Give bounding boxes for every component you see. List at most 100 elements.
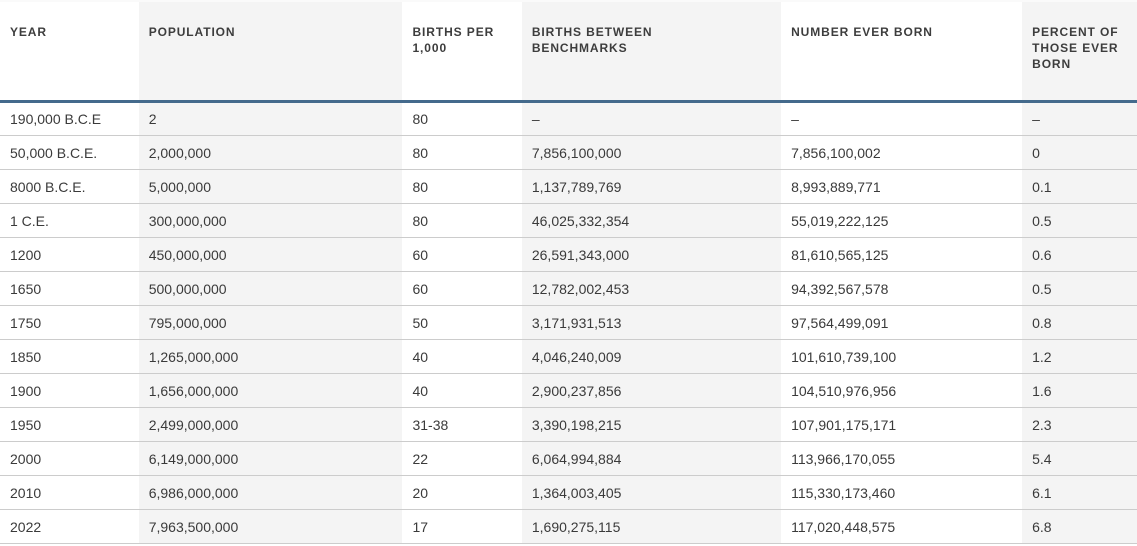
cell-population: 1,656,000,000: [138, 373, 403, 408]
cell-births-per-1000: 80: [402, 101, 522, 136]
column-header-label: BENCHMARKS: [531, 41, 628, 55]
cell-births-per-1000: 60: [402, 237, 522, 272]
cell-percent-of-those-ever-born: 5.4: [1022, 441, 1137, 476]
cell-births-per-1000: 31-38: [402, 407, 522, 442]
cell-percent-of-those-ever-born: 0.6: [1022, 237, 1137, 272]
cell-number-ever-born: 107,901,175,171: [781, 407, 1023, 442]
cell-births-between-benchmarks: –: [521, 101, 782, 136]
cell-percent-of-those-ever-born: 6.8: [1022, 509, 1137, 544]
table-row: 8000 B.C.E. 5,000,000 80 1,137,789,769 8,993…: [0, 169, 1137, 204]
cell-population: 7,963,500,000: [138, 509, 403, 544]
cell-year: 2000: [0, 441, 139, 476]
cell-births-between-benchmarks: 1,690,275,115: [521, 509, 782, 544]
cell-births-per-1000: 50: [402, 305, 522, 340]
header-row: YEAR POPULATION BIRTHS PER 1,000 BIRTHS BETW…: [0, 1, 1137, 103]
cell-number-ever-born: 7,856,100,002: [781, 135, 1023, 170]
cell-births-between-benchmarks: 46,025,332,354: [521, 203, 782, 238]
table-row: 1750 795,000,000 50 3,171,931,513 97,564,499…: [0, 305, 1137, 340]
cell-year: 1200: [0, 237, 139, 272]
cell-percent-of-those-ever-born: 1.2: [1022, 339, 1137, 374]
table-row: 1 C.E. 300,000,000 80 46,025,332,354 55,019,…: [0, 203, 1137, 238]
cell-year: 190,000 B.C.E: [0, 101, 139, 136]
column-header-year: YEAR: [0, 1, 139, 103]
cell-number-ever-born: –: [781, 101, 1023, 136]
table-row: 1850 1,265,000,000 40 4,046,240,009 101,610,…: [0, 339, 1137, 374]
table-row: 2010 6,986,000,000 20 1,364,003,405 115,330,…: [0, 475, 1137, 510]
cell-year: 1 C.E.: [0, 203, 139, 238]
column-header-label: POPULATION: [148, 25, 236, 39]
cell-population: 300,000,000: [138, 203, 403, 238]
column-header-label: BIRTHS BETWEEN: [531, 25, 653, 39]
cell-number-ever-born: 81,610,565,125: [781, 237, 1023, 272]
cell-births-per-1000: 80: [402, 169, 522, 204]
cell-number-ever-born: 117,020,448,575: [781, 509, 1023, 544]
cell-births-per-1000: 20: [402, 475, 522, 510]
cell-number-ever-born: 115,330,173,460: [781, 475, 1023, 510]
cell-percent-of-those-ever-born: 0.5: [1022, 271, 1137, 306]
cell-year: 1750: [0, 305, 139, 340]
column-header-label: BIRTHS PER: [412, 25, 495, 39]
table-row: 1650 500,000,000 60 12,782,002,453 94,392,56…: [0, 271, 1137, 306]
cell-population: 500,000,000: [138, 271, 403, 306]
cell-births-between-benchmarks: 7,856,100,000: [521, 135, 782, 170]
column-header-label: 1,000: [412, 41, 448, 55]
cell-births-per-1000: 22: [402, 441, 522, 476]
cell-year: 8000 B.C.E.: [0, 169, 139, 204]
cell-population: 450,000,000: [138, 237, 403, 272]
cell-percent-of-those-ever-born: 0: [1022, 135, 1137, 170]
table-row: 1900 1,656,000,000 40 2,900,237,856 104,510,…: [0, 373, 1137, 408]
cell-number-ever-born: 104,510,976,956: [781, 373, 1023, 408]
cell-percent-of-those-ever-born: 6.1: [1022, 475, 1137, 510]
cell-number-ever-born: 101,610,739,100: [781, 339, 1023, 374]
cell-population: 6,986,000,000: [138, 475, 403, 510]
column-header-label: YEAR: [10, 25, 47, 39]
cell-population: 6,149,000,000: [138, 441, 403, 476]
column-header-label: THOSE EVER: [1032, 41, 1119, 55]
table-row: 2022 7,963,500,000 17 1,690,275,115 117,020,…: [0, 509, 1137, 544]
column-header-population: POPULATION: [138, 1, 403, 103]
column-header-number-ever-born: NUMBER EVER BORN: [781, 1, 1023, 103]
table-row: 190,000 B.C.E 2 80– – –: [0, 101, 1137, 136]
cell-percent-of-those-ever-born: 2.3: [1022, 407, 1137, 442]
cell-percent-of-those-ever-born: 0.5: [1022, 203, 1137, 238]
table-body: 190,000 B.C.E 2 80– – –50,000 B.C.E. 2,000,00…: [0, 101, 1137, 544]
cell-births-between-benchmarks: 4,046,240,009: [521, 339, 782, 374]
cell-births-between-benchmarks: 2,900,237,856: [521, 373, 782, 408]
cell-number-ever-born: 8,993,889,771: [781, 169, 1023, 204]
column-header-percent-of-those-ever-born: PERCENT OF THOSE EVER BORN: [1022, 1, 1137, 103]
cell-year: 1950: [0, 407, 139, 442]
cell-births-per-1000: 40: [402, 339, 522, 374]
cell-births-between-benchmarks: 3,171,931,513: [521, 305, 782, 340]
cell-births-per-1000: 80: [402, 135, 522, 170]
table-row: 1200 450,000,000 60 26,591,343,000 81,610,56…: [0, 237, 1137, 272]
column-header-label: NUMBER EVER BORN: [791, 25, 933, 39]
column-header-label: PERCENT OF: [1032, 25, 1119, 39]
cell-percent-of-those-ever-born: 0.8: [1022, 305, 1137, 340]
cell-number-ever-born: 113,966,170,055: [781, 441, 1023, 476]
cell-population: 2,000,000: [138, 135, 403, 170]
cell-number-ever-born: 55,019,222,125: [781, 203, 1023, 238]
column-header-births-between-benchmarks: BIRTHS BETWEEN BENCHMARKS: [521, 1, 782, 103]
cell-births-between-benchmarks: 12,782,002,453: [521, 271, 782, 306]
cell-year: 50,000 B.C.E.: [0, 135, 139, 170]
cell-number-ever-born: 94,392,567,578: [781, 271, 1023, 306]
table-row: 50,000 B.C.E. 2,000,000 80 7,856,100,000 7,8…: [0, 135, 1137, 170]
cell-population: 2: [138, 101, 403, 136]
cell-number-ever-born: 97,564,499,091: [781, 305, 1023, 340]
table-row: 2000 6,149,000,000 22 6,064,994,884 113,966,…: [0, 441, 1137, 476]
cell-births-between-benchmarks: 1,364,003,405: [521, 475, 782, 510]
cell-year: 2010: [0, 475, 139, 510]
cell-births-per-1000: 80: [402, 203, 522, 238]
cell-year: 1650: [0, 271, 139, 306]
cell-year: 1900: [0, 373, 139, 408]
column-header-births-per-1000: BIRTHS PER 1,000: [402, 1, 522, 103]
cell-population: 2,499,000,000: [138, 407, 403, 442]
cell-percent-of-those-ever-born: –: [1022, 101, 1137, 136]
cell-percent-of-those-ever-born: 1.6: [1022, 373, 1137, 408]
cell-population: 1,265,000,000: [138, 339, 403, 374]
cell-births-per-1000: 17: [402, 509, 522, 544]
cell-births-per-1000: 40: [402, 373, 522, 408]
column-header-label: BORN: [1032, 57, 1072, 71]
